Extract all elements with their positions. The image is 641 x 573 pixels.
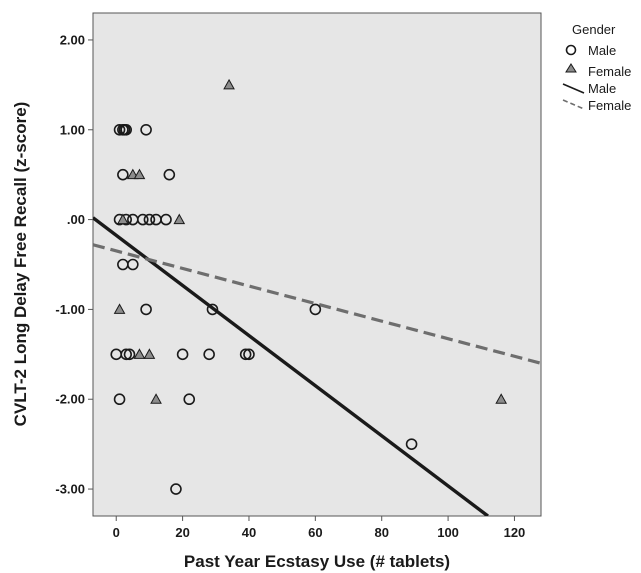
male-point [160, 213, 172, 226]
y-axis: 2.00 1.00 .00 -1.00 -2.00 -3.00 [55, 32, 93, 497]
y-tick-label: 1.00 [60, 122, 85, 137]
y-tick-label: -3.00 [55, 482, 85, 497]
male-point [143, 213, 156, 226]
y-tick-label: -2.00 [55, 392, 85, 407]
legend-female-label: Female [588, 64, 631, 79]
male-point [140, 123, 152, 136]
male-point [113, 123, 126, 136]
x-tick-label: 0 [113, 525, 120, 540]
legend-male-label: Male [588, 43, 616, 58]
x-tick-label: 60 [308, 525, 322, 540]
y-tick-label: -1.00 [55, 302, 85, 317]
male-point [203, 348, 215, 361]
male-point [183, 393, 196, 406]
female-point [133, 348, 146, 359]
female-point [495, 393, 508, 404]
x-axis-title: Past Year Ecstasy Use (# tablets) [184, 552, 450, 571]
x-tick-label: 40 [242, 525, 256, 540]
male-fit-line [93, 216, 489, 516]
female-point [133, 168, 146, 180]
x-tick-label: 80 [374, 525, 388, 540]
male-point [163, 168, 176, 181]
male-point [405, 438, 418, 450]
legend-female-line [562, 99, 585, 110]
data-markers [110, 78, 508, 495]
legend-male-line-label: Male [588, 81, 616, 96]
plot-area [92, 12, 542, 517]
legend-male-line [562, 83, 585, 94]
y-tick-label: 2.00 [60, 32, 85, 47]
male-point [123, 348, 136, 361]
female-point [117, 213, 129, 225]
male-point [113, 393, 126, 406]
fit-lines [93, 216, 541, 516]
legend-female-line-label: Female [588, 98, 631, 113]
legend-male-marker [565, 44, 577, 56]
male-point [140, 303, 152, 316]
male-point [127, 258, 139, 271]
female-point [223, 78, 235, 90]
male-point [243, 348, 255, 361]
male-point [117, 168, 129, 181]
male-point [120, 123, 132, 136]
female-point [150, 393, 162, 404]
male-point [176, 348, 189, 361]
legend-female-marker [565, 63, 577, 73]
female-fit-line [93, 243, 541, 365]
male-point [309, 303, 322, 316]
male-point [239, 348, 252, 361]
female-point [173, 213, 186, 225]
male-point [120, 348, 132, 361]
x-tick-label: 20 [175, 525, 189, 540]
y-axis-title: CVLT-2 Long Delay Free Recall (z-score) [11, 102, 30, 427]
male-point [136, 213, 149, 226]
female-point [113, 303, 126, 314]
female-point [143, 348, 156, 359]
legend-title: Gender [572, 22, 616, 37]
male-point [170, 483, 182, 495]
x-axis: 0 20 40 60 80 100 120 [113, 516, 526, 540]
y-tick-label: .00 [67, 212, 85, 227]
male-point [206, 303, 219, 316]
legend: Gender Male Female Male Female [562, 22, 631, 113]
x-tick-label: 100 [437, 525, 459, 540]
x-tick-label: 120 [504, 525, 526, 540]
